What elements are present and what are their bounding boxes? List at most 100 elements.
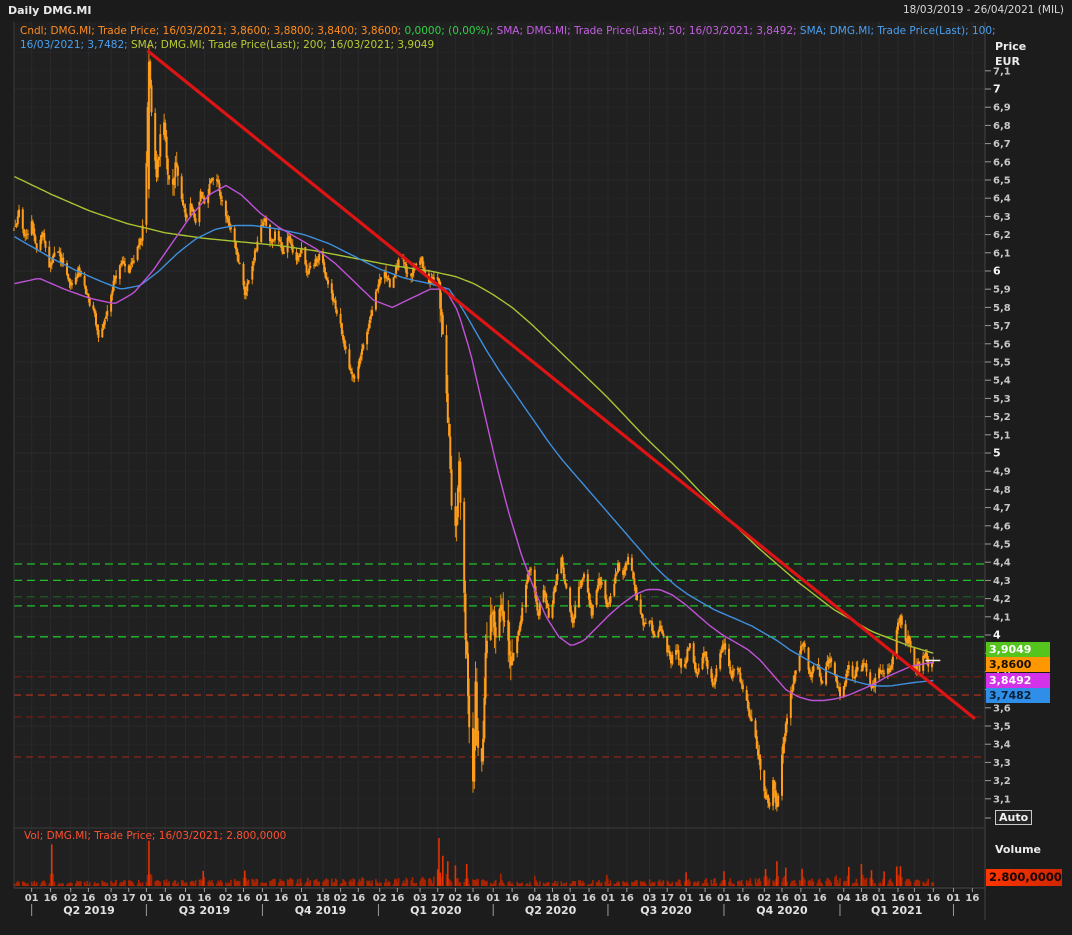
x-tick-label: 02 <box>64 893 78 904</box>
volume-axis-title: Volume <box>995 843 1041 856</box>
legend-segment[interactable]: SMA; DMG.MI; Trade Price(Last); 50; 16/0… <box>493 25 797 37</box>
price-label-sma100: 3,7482 <box>986 687 1050 703</box>
x-tick-label: 16 <box>891 893 905 904</box>
legend-segment[interactable]: SMA; DMG.MI; Trade Price(Last); 200; 16/… <box>127 39 435 51</box>
x-tick-label: 02 <box>334 893 348 904</box>
price-tick-label: 4,7 <box>993 503 1011 514</box>
x-tick-label: 16 <box>698 893 712 904</box>
x-tick-label: 01 <box>179 893 193 904</box>
price-tick-label: 5,1 <box>993 430 1011 441</box>
x-tick-label: 01 <box>872 893 886 904</box>
price-tick-label: 4,6 <box>993 521 1011 532</box>
price-axis-title-price: Price <box>995 40 1027 53</box>
price-tick-label: 5,7 <box>993 321 1011 332</box>
chart-title: Daily DMG.MI <box>8 3 92 17</box>
price-tick-label: 5,5 <box>993 358 1011 369</box>
x-tick-label: 16 <box>582 893 596 904</box>
price-tick-label: 5,3 <box>993 394 1011 405</box>
price-tick-label: 3,8 <box>993 667 1011 678</box>
x-tick-label: 01 <box>563 893 577 904</box>
price-tick-label: 5,2 <box>993 412 1011 423</box>
x-tick-label: 16 <box>197 893 211 904</box>
quarter-label: Q1 2020 <box>410 904 462 917</box>
price-tick-label: 6,7 <box>993 139 1011 150</box>
price-tick-label: 4,3 <box>993 576 1011 587</box>
x-tick-label: 04 <box>528 893 542 904</box>
price-tick-label: 3,5 <box>993 722 1011 733</box>
price-tick-label: 7 <box>993 83 1001 96</box>
price-tick-label: 6,3 <box>993 212 1011 223</box>
quarter-label: Q4 2019 <box>295 904 346 917</box>
price-tick-label: 4,9 <box>993 467 1011 478</box>
x-tick-label: 01 <box>679 893 693 904</box>
x-tick-label: 01 <box>601 893 615 904</box>
x-tick-label: 18 <box>316 893 330 904</box>
legend-segment[interactable]: 16/03/2021; 3,7482; <box>20 39 128 51</box>
trendline[interactable] <box>146 49 976 720</box>
quarter-label: Q1 2021 <box>871 904 922 917</box>
x-tick-label: 01 <box>717 893 731 904</box>
price-tick-label: 6 <box>993 265 1001 278</box>
x-tick-label: 03 <box>643 893 657 904</box>
quarter-label: Q3 2020 <box>640 904 692 917</box>
price-tick-label: 6,1 <box>993 248 1011 259</box>
x-tick-label: 16 <box>390 893 404 904</box>
price-tick-label: 6,4 <box>993 194 1011 205</box>
legend-line-1[interactable]: Cndl; DMG.MI; Trade Price; 16/03/2021; 3… <box>20 25 996 37</box>
x-tick-label: 17 <box>431 893 445 904</box>
sma100-line <box>13 224 934 687</box>
volume-legend[interactable]: Vol; DMG.MI; Trade Price; 16/03/2021; 2.… <box>24 830 286 842</box>
price-axis-labels: 7,1 7 6,9 6,8 6,7 6,6 6,5 6,4 6,3 6,2 6,1 6 5,9 5,8 5,… <box>985 66 1011 819</box>
auto-scale-button[interactable]: Auto <box>995 810 1033 825</box>
volume-legend-segment[interactable]: Vol; DMG.MI; Trade Price; 16/03/2021; 2.… <box>24 830 287 842</box>
date-range-label[interactable]: 18/03/2019 - 26/04/2021 (MIL) <box>902 4 1064 16</box>
x-tick-label: 04 <box>837 893 851 904</box>
price-tick-label: 6,2 <box>993 230 1011 241</box>
x-tick-label: 01 <box>794 893 808 904</box>
price-tick-label: 4,4 <box>993 558 1011 569</box>
x-tick-label: 16 <box>620 893 634 904</box>
x-tick-label: 01 <box>139 893 153 904</box>
price-tick-label: 4,5 <box>993 540 1011 551</box>
price-tick-label: 4,2 <box>993 594 1011 605</box>
x-tick-label: 16 <box>351 893 365 904</box>
volume-bars <box>13 838 935 886</box>
support-levels <box>14 676 985 758</box>
x-tick-label: 16 <box>736 893 750 904</box>
x-tick-label: 16 <box>274 893 288 904</box>
price-tick-label: 6,6 <box>993 157 1011 168</box>
sma50-line <box>13 184 934 702</box>
sma200-line <box>13 175 934 654</box>
x-tick-label: 16 <box>775 893 789 904</box>
x-tick-label: 17 <box>660 893 674 904</box>
x-tick-label: 02 <box>448 893 462 904</box>
price-tick-label: 6,9 <box>993 103 1011 114</box>
price-tick-label: 3,3 <box>993 758 1011 769</box>
legend-segment[interactable]: Cndl; DMG.MI; Trade Price; 16/03/2021; 3… <box>20 25 402 37</box>
x-tick-label: 16 <box>237 893 251 904</box>
legend-segment[interactable]: SMA; DMG.MI; Trade Price(Last); 100; <box>796 25 996 37</box>
quarter-label: Q2 2020 <box>525 904 577 917</box>
x-tick-label: 03 <box>104 893 118 904</box>
price-tick-label: 3,6 <box>993 703 1011 714</box>
quarter-label: Q3 2019 <box>179 904 230 917</box>
x-tick-label: 02 <box>757 893 771 904</box>
price-label-last-trade: 3,8600 <box>986 657 1050 673</box>
legend-line-2[interactable]: 16/03/2021; 3,7482; SMA; DMG.MI; Trade P… <box>20 39 434 51</box>
x-tick-label: 16 <box>813 893 827 904</box>
legend-segment[interactable]: 0,0000; (0,00%); <box>401 25 494 37</box>
price-label-sma50: 3,8492 <box>986 672 1050 688</box>
x-tick-label: 16 <box>466 893 480 904</box>
price-label-sma200: 3,9049 <box>986 642 1050 657</box>
quarter-label: Q4 2020 <box>756 904 808 917</box>
price-tick-label: 7,1 <box>993 66 1011 77</box>
x-tick-label: 01 <box>25 893 39 904</box>
x-axis-labels: 01 16 02 16 03 17 01 16 01 16 02 16 01 16 01 18 02 16 02 16… <box>25 888 979 904</box>
x-tick-label: 16 <box>158 893 172 904</box>
x-tick-label: 18 <box>546 893 560 904</box>
x-tick-label: 16 <box>44 893 58 904</box>
price-axis-title: Price EUR <box>995 39 1026 69</box>
x-tick-label: 02 <box>219 893 233 904</box>
price-tick-label: 5 <box>993 447 1001 460</box>
